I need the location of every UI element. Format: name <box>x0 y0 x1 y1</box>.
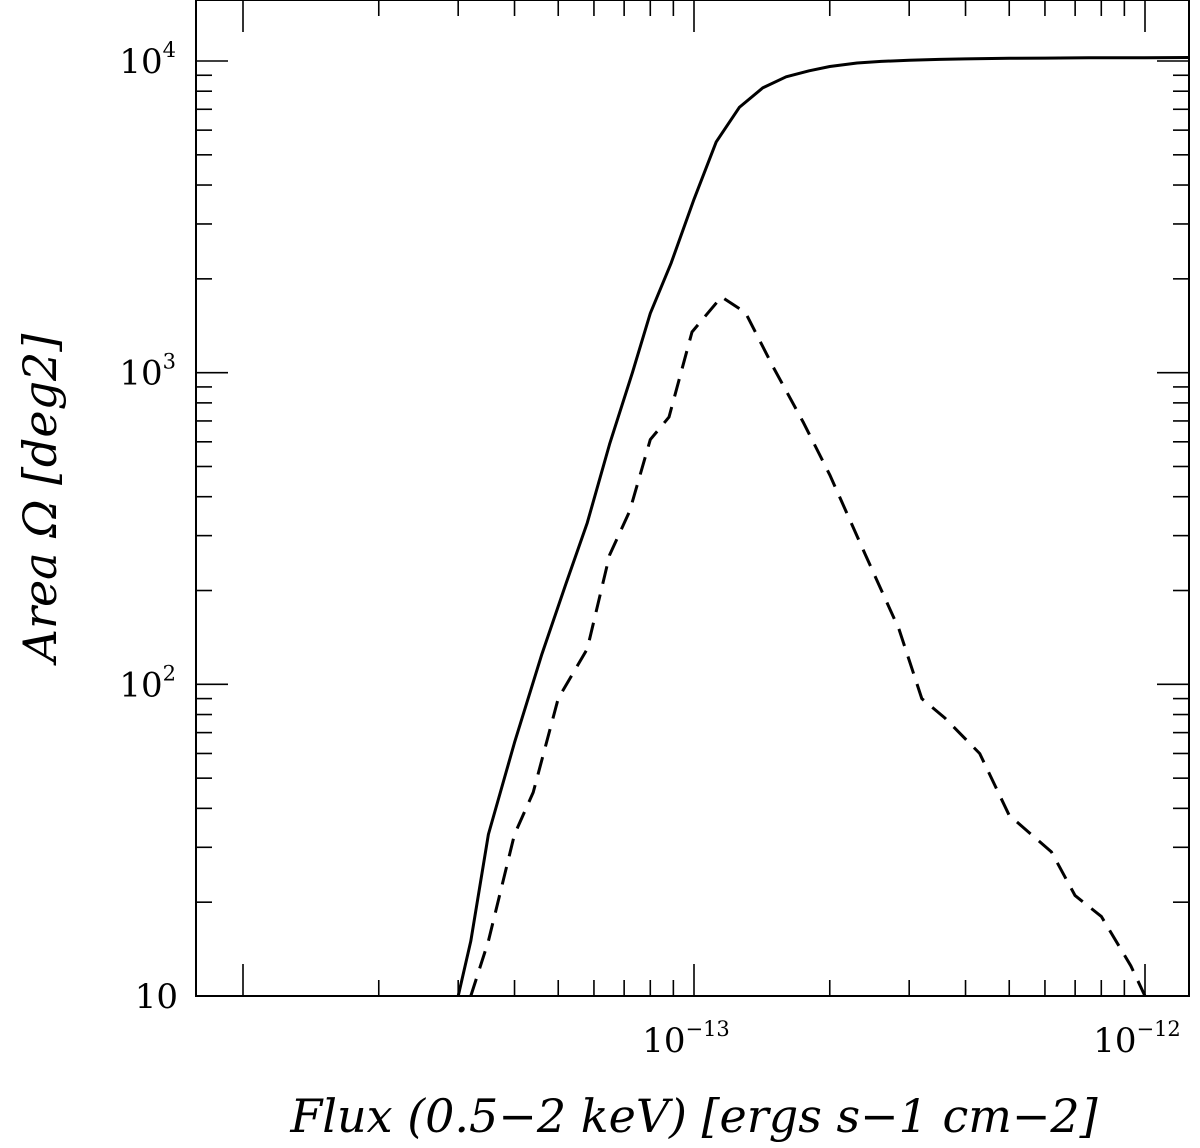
y-tick-label: 10 <box>135 977 178 1017</box>
tick-marks <box>196 0 1189 997</box>
y-tick-label-exp: 2 <box>163 661 176 685</box>
x-tick-label: 10−12 <box>1093 1017 1181 1061</box>
y-tick-label-base: 10 <box>119 42 162 82</box>
plot-frame <box>195 0 1190 997</box>
series-layer <box>456 56 1189 996</box>
y-tick-label: 103 <box>119 350 176 394</box>
y-tick-label-base: 10 <box>119 354 162 394</box>
x-tick-label-exp: −13 <box>685 1017 729 1041</box>
y-tick-label: 102 <box>119 661 176 705</box>
x-tick-label: 10−13 <box>642 1017 730 1061</box>
y-axis-title: Area Ω [deg2] <box>13 334 67 667</box>
y-tick-label-base: 10 <box>135 977 178 1017</box>
x-axis-title: Flux (0.5−2 keV) [ergs s−1 cm−2] <box>289 1089 1097 1143</box>
series-line-dashed <box>469 295 1147 996</box>
y-tick-label-base: 10 <box>119 665 162 705</box>
series-line-solid <box>456 56 1189 996</box>
x-tick-label-exp: −12 <box>1136 1017 1180 1041</box>
x-tick-label-base: 10 <box>642 1021 685 1061</box>
y-tick-label-exp: 3 <box>163 350 176 374</box>
y-tick-label-exp: 4 <box>163 38 176 62</box>
y-tick-label: 104 <box>119 38 176 82</box>
x-tick-label-base: 10 <box>1093 1021 1136 1061</box>
